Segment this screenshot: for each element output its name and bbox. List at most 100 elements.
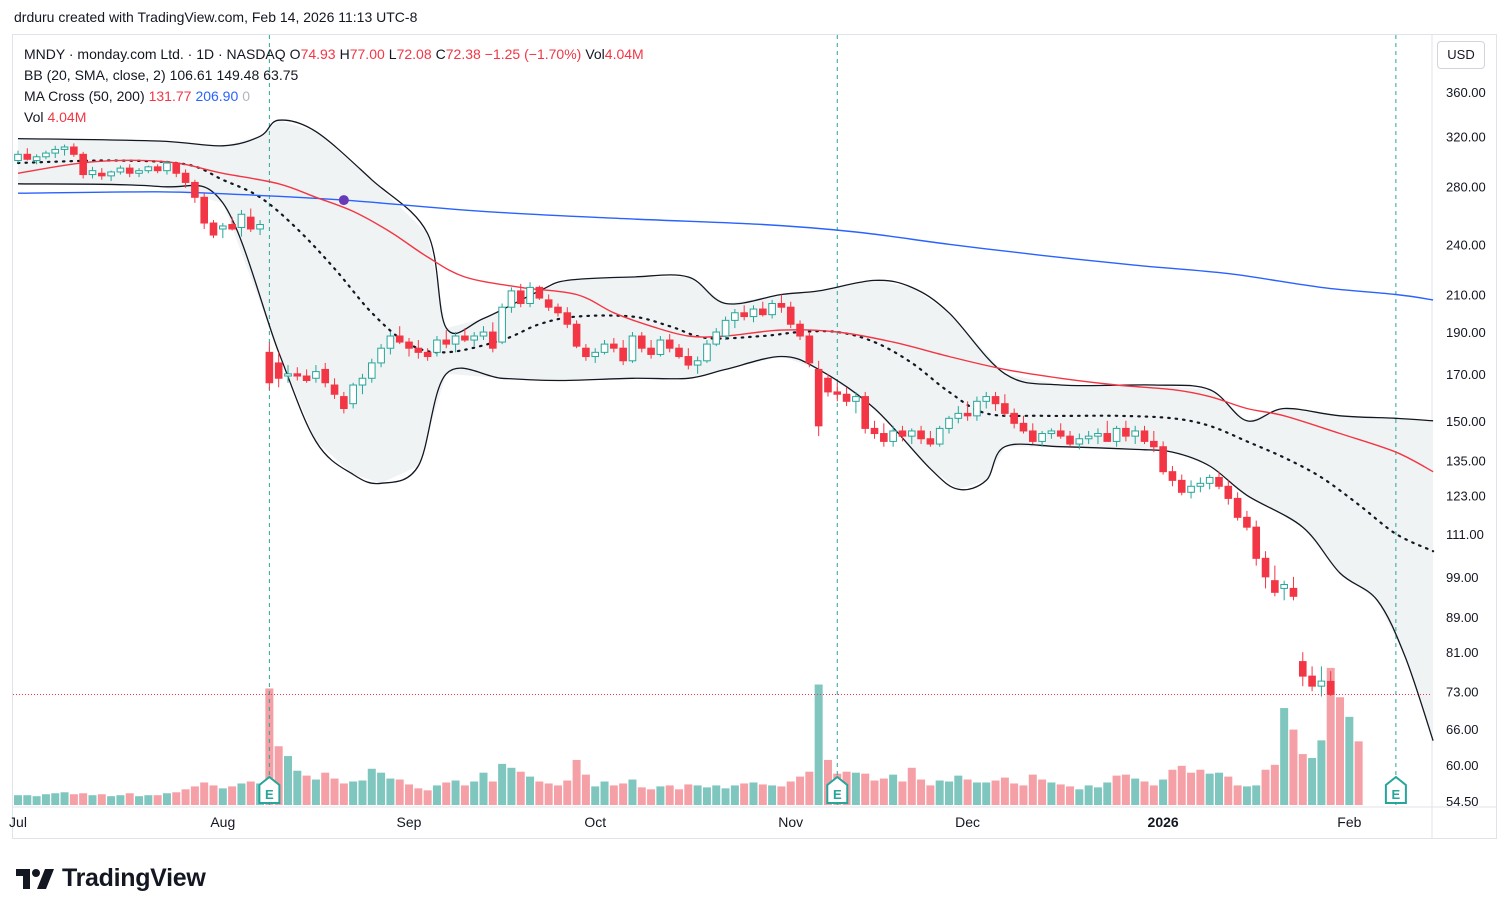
candle bbox=[340, 391, 348, 414]
volume-bar bbox=[730, 785, 739, 805]
candle-body bbox=[1010, 412, 1018, 424]
candle-body bbox=[582, 347, 590, 358]
x-tick-label: Jul bbox=[9, 814, 27, 830]
volume-bar bbox=[740, 783, 749, 805]
earnings-marker[interactable]: E bbox=[1384, 775, 1407, 804]
candle bbox=[116, 165, 125, 175]
candle-body bbox=[507, 290, 516, 308]
candle-body bbox=[386, 335, 395, 349]
volume-bar bbox=[423, 790, 432, 805]
volume-bar bbox=[69, 794, 78, 805]
candle-body bbox=[1205, 476, 1214, 484]
volume-bar bbox=[14, 795, 22, 805]
candle bbox=[926, 430, 935, 447]
candle bbox=[796, 320, 804, 341]
candle-body bbox=[302, 375, 311, 381]
volume-bar bbox=[1214, 772, 1223, 805]
volume-bar bbox=[125, 793, 134, 805]
bollinger-band-fill bbox=[18, 120, 1434, 741]
legend-volume-value: 4.04M bbox=[47, 109, 87, 125]
volume-bar bbox=[786, 781, 795, 805]
candle-body bbox=[1224, 485, 1233, 499]
candle-body bbox=[135, 170, 143, 174]
candle bbox=[125, 164, 134, 178]
legend-volume-label: Vol bbox=[24, 109, 44, 125]
ma-cross-marker bbox=[338, 195, 349, 206]
candle-body bbox=[1112, 427, 1121, 442]
candle bbox=[321, 362, 330, 388]
legend-volume[interactable]: Vol 4.04M bbox=[24, 107, 90, 127]
volume-bar bbox=[1354, 741, 1363, 805]
chart-frame bbox=[12, 34, 1497, 839]
candle bbox=[1317, 666, 1326, 697]
legend-high: 77.00 bbox=[349, 46, 385, 62]
earnings-badge-label: E bbox=[1392, 787, 1401, 802]
volume-bar bbox=[32, 796, 41, 805]
candle-body bbox=[153, 166, 162, 172]
volume-bar bbox=[1140, 781, 1149, 805]
volume-bar bbox=[1028, 774, 1037, 805]
candle-body bbox=[991, 396, 1000, 405]
candle bbox=[582, 344, 590, 361]
candle bbox=[749, 305, 758, 323]
volume-bar bbox=[591, 786, 600, 805]
volume-bar bbox=[116, 795, 125, 805]
volume-bar bbox=[442, 782, 451, 805]
candle-body bbox=[637, 335, 646, 349]
volume-bar bbox=[656, 786, 665, 805]
candle bbox=[805, 332, 814, 368]
candle-body bbox=[256, 224, 264, 230]
candle-body bbox=[1308, 675, 1316, 687]
candle-body bbox=[70, 146, 78, 155]
candle bbox=[703, 340, 711, 363]
currency-button[interactable]: USD bbox=[1437, 41, 1485, 69]
volume-bar bbox=[349, 781, 358, 805]
candle-body bbox=[1243, 516, 1251, 528]
candle-body bbox=[489, 331, 497, 349]
volume-bar bbox=[274, 746, 283, 805]
candle bbox=[60, 144, 69, 156]
candle-body bbox=[591, 351, 600, 358]
y-tick-label: 190.00 bbox=[1446, 325, 1486, 340]
candle bbox=[647, 340, 655, 359]
volume-bar bbox=[1261, 769, 1270, 805]
legend-ma-cross[interactable]: MA Cross (50, 200) 131.77 206.90 0 bbox=[24, 86, 254, 106]
tradingview-logo[interactable]: TradingView bbox=[16, 864, 206, 893]
earnings-marker[interactable]: E bbox=[258, 775, 281, 804]
volume-bar bbox=[1056, 784, 1065, 805]
candle bbox=[479, 326, 488, 341]
candle bbox=[563, 307, 572, 329]
volume-bar bbox=[637, 787, 646, 805]
candle-body bbox=[1075, 438, 1084, 445]
candle bbox=[600, 340, 609, 355]
tradingview-logo-text: TradingView bbox=[62, 864, 206, 892]
ma50-line bbox=[17, 159, 1434, 473]
candle bbox=[991, 391, 1000, 411]
candle-body bbox=[1066, 435, 1074, 445]
candle-body bbox=[1317, 680, 1326, 687]
volume-bar bbox=[237, 783, 246, 805]
candle-body bbox=[265, 351, 274, 384]
volume-bar bbox=[572, 759, 581, 805]
volume-bar bbox=[190, 786, 199, 805]
candle bbox=[330, 378, 339, 399]
candle bbox=[144, 165, 153, 174]
legend-low-label: L bbox=[388, 46, 397, 62]
volume-bar bbox=[693, 785, 702, 805]
volume-bar bbox=[228, 786, 237, 805]
y-tick-label: 135.00 bbox=[1446, 453, 1486, 468]
legend-low: 72.08 bbox=[396, 46, 432, 62]
candle bbox=[824, 373, 832, 397]
earnings-marker[interactable]: E bbox=[826, 775, 849, 804]
legend-bb[interactable]: BB (20, SMA, close, 2) 106.61 149.48 63.75 bbox=[24, 65, 302, 85]
candle bbox=[1019, 415, 1028, 434]
candle bbox=[1280, 580, 1288, 601]
volume-bar bbox=[377, 772, 386, 805]
candle-body bbox=[340, 396, 348, 409]
volume-bar bbox=[758, 784, 767, 805]
y-tick-label: 111.00 bbox=[1446, 527, 1484, 542]
candle bbox=[219, 223, 227, 239]
candle bbox=[898, 425, 907, 442]
legend-symbol[interactable]: MNDY · monday.com Ltd. · 1D · NASDAQ bbox=[24, 46, 286, 62]
